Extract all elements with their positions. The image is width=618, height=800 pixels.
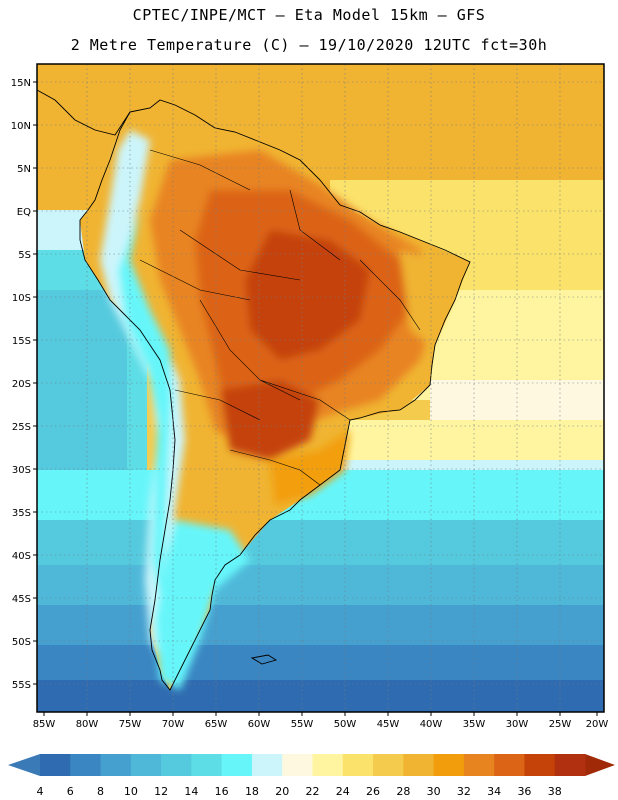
falklands — [250, 654, 278, 665]
lat-label: EQ — [17, 207, 31, 218]
lat-label: 15S — [12, 336, 31, 347]
lon-label: 55W — [291, 719, 314, 730]
colorbar-cell — [251, 754, 283, 776]
lat-label: 5S — [18, 250, 31, 261]
colorbar-under-arrow — [8, 754, 40, 776]
colorbar-label: 10 — [124, 785, 138, 798]
colorbar-label: 16 — [215, 785, 229, 798]
colorbar-cell — [130, 754, 162, 776]
colorbar-cell — [161, 754, 192, 776]
lat-label: 20S — [12, 379, 31, 390]
colorbar-cell — [433, 754, 465, 776]
colorbar-cell — [463, 754, 495, 776]
colorbar-label: 38 — [548, 785, 562, 798]
temperature-field — [37, 64, 604, 712]
lon-label: 60W — [248, 719, 271, 730]
colorbar-cell — [100, 754, 132, 776]
lat-label: 30S — [12, 465, 31, 476]
colorbar-label: 20 — [275, 785, 289, 798]
lat-label: 25S — [12, 422, 31, 433]
colorbar-label: 24 — [336, 785, 350, 798]
south-atlantic-band-2 — [37, 520, 604, 570]
colorbar-labels: 4 6 8 10 12 14 16 18 20 22 24 26 28 30 32 34 36 38 — [37, 785, 562, 798]
colorbar-label: 34 — [487, 785, 501, 798]
lat-label: 10N — [11, 121, 31, 132]
lon-label: 65W — [205, 719, 228, 730]
lat-label: 55S — [12, 680, 31, 691]
colorbar-label: 22 — [306, 785, 320, 798]
country-borders — [139, 149, 421, 486]
andes-cold-strip — [118, 210, 172, 600]
colorbar-cell — [70, 754, 102, 776]
extreme-core — [245, 230, 370, 360]
colorbar-cell — [282, 754, 313, 776]
colorbar-label: 26 — [366, 785, 380, 798]
lon-label: 75W — [119, 719, 142, 730]
colorbar-cell — [221, 754, 253, 776]
southern-ocean-cold-band — [37, 680, 604, 712]
colorbar-cell — [554, 754, 586, 776]
lon-label: 80W — [76, 719, 99, 730]
lon-label: 85W — [33, 719, 56, 730]
patagonia-cool — [155, 520, 250, 690]
colorbar-label: 36 — [517, 785, 531, 798]
longitude-labels: 85W 80W 75W 70W 65W 60W 55W 50W 45W 40W … — [33, 719, 609, 730]
map-frame — [36, 63, 605, 713]
colorbar-cell — [373, 754, 404, 776]
lon-label: 35W — [463, 719, 486, 730]
colorbar-cell — [494, 754, 525, 776]
lat-label: 45S — [12, 594, 31, 605]
colorbar-label: 14 — [184, 785, 198, 798]
lat-label: 50S — [12, 637, 31, 648]
colorbar-cell — [524, 754, 556, 776]
south-atlantic-band-4 — [37, 605, 604, 650]
lon-label: 25W — [549, 719, 572, 730]
colorbar-label: 32 — [457, 785, 471, 798]
colorbar-label: 6 — [67, 785, 74, 798]
map-title-variable: 2 Metre Temperature (C) – 19/10/2020 12U… — [70, 36, 548, 54]
lon-label: 40W — [420, 719, 443, 730]
lat-label: 15N — [11, 78, 31, 89]
map-title-source: CPTEC/INPE/MCT – Eta Model 15km – GFS — [132, 6, 486, 24]
colorbar-cell — [40, 754, 71, 776]
lat-label: 35S — [12, 508, 31, 519]
tick-marks — [33, 81, 598, 716]
latitude-labels: 15N 10N 5N EQ 5S 10S 15S 20S 25S 30S 35S… — [11, 78, 31, 691]
lon-label: 45W — [377, 719, 400, 730]
lon-label: 20W — [586, 719, 609, 730]
colorbar-cell — [342, 754, 374, 776]
colorbar-label: 28 — [396, 785, 410, 798]
south-atlantic-band-3 — [37, 565, 604, 610]
colorbar-cell — [312, 754, 344, 776]
lat-label: 5N — [17, 164, 31, 175]
colorbar-cell — [191, 754, 223, 776]
colorbar-label: 12 — [154, 785, 168, 798]
lon-label: 70W — [162, 719, 185, 730]
pacific-cold-band — [37, 290, 127, 470]
southern-brazil-warm — [270, 430, 350, 505]
coastal-ne-brazil — [400, 250, 460, 345]
lat-label: 10S — [12, 293, 31, 304]
graticule — [37, 64, 604, 712]
colorbar: 4 6 8 10 12 14 16 18 20 22 24 26 28 30 32 34 36 38 — [8, 754, 615, 798]
central-america-coast — [36, 89, 131, 136]
chaco-extreme — [220, 380, 320, 460]
lon-label: 30W — [506, 719, 529, 730]
colorbar-cell — [403, 754, 435, 776]
lat-label: 40S — [12, 551, 31, 562]
colorbar-label: 30 — [427, 785, 441, 798]
colorbar-cells — [40, 754, 586, 776]
colorbar-label: 18 — [245, 785, 259, 798]
colorbar-label: 4 — [37, 785, 44, 798]
colorbar-over-arrow — [585, 754, 615, 776]
colorbar-label: 8 — [97, 785, 104, 798]
lon-label: 50W — [334, 719, 357, 730]
